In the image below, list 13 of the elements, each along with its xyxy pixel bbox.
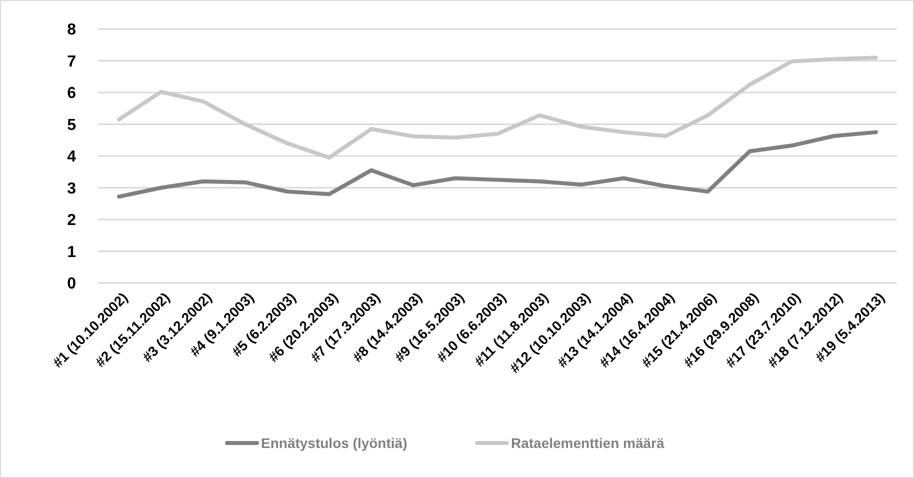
y-tick-label: 1 bbox=[67, 244, 76, 261]
y-tick-label: 0 bbox=[67, 276, 76, 293]
y-tick-label: 6 bbox=[67, 85, 76, 102]
legend-label: Rataelementtien määrä bbox=[511, 434, 665, 451]
y-tick-label: 3 bbox=[67, 180, 76, 198]
y-tick-label: 5 bbox=[67, 116, 76, 134]
line-series bbox=[117, 56, 878, 160]
y-tick-label: 8 bbox=[67, 22, 76, 39]
y-tick-label: 7 bbox=[67, 53, 76, 70]
y-tick-label: 2 bbox=[67, 212, 76, 230]
y-tick-label: 4 bbox=[67, 148, 76, 166]
legend-label: Ennätystulos (lyöntiä) bbox=[261, 434, 408, 451]
line-series bbox=[117, 130, 878, 199]
